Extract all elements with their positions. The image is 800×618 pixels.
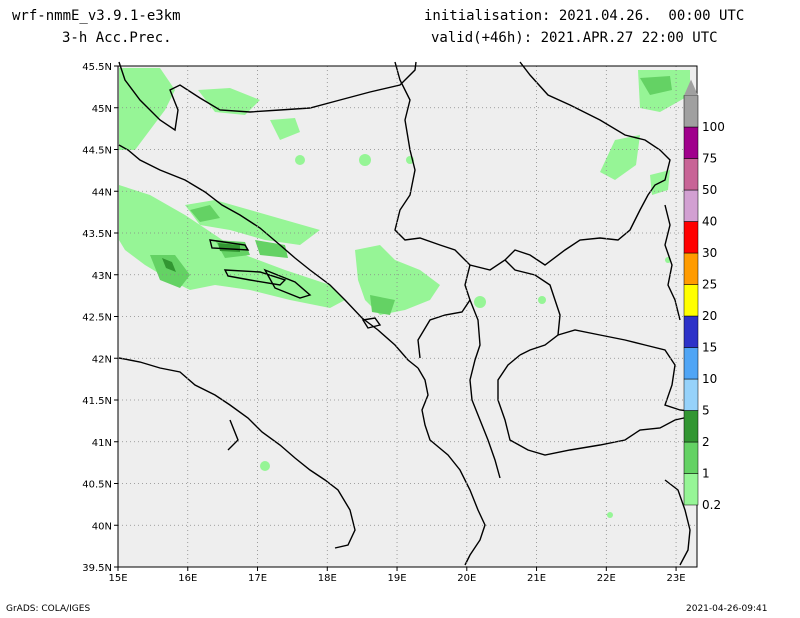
lat-tick-label: 39.5N: [82, 563, 112, 574]
colorbar-box: [683, 441, 699, 474]
lat-tick-label: 42N: [92, 354, 112, 365]
model-label: wrf-nmmE_v3.9.1-e3km: [12, 8, 181, 24]
lon-tick-label: 17E: [248, 573, 267, 584]
colorbar-box: [683, 378, 699, 411]
colorbar-box: [683, 126, 699, 159]
colorbar-label: 15: [702, 341, 717, 355]
colorbar-box: [683, 95, 699, 128]
lat-tick-label: 40N: [92, 521, 112, 532]
colorbar-box: [683, 410, 699, 443]
colorbar-box: [683, 252, 699, 285]
colorbar-label: 75: [702, 152, 717, 166]
lat-tick-label: 41.5N: [82, 396, 112, 407]
colorbar-box: [683, 158, 699, 191]
colorbar-box: [683, 221, 699, 254]
lon-tick-label: 21E: [527, 573, 546, 584]
footer-software: GrADS: COLA/IGES: [6, 604, 91, 614]
colorbar-label: 100: [702, 120, 725, 134]
colorbar-label: 40: [702, 215, 717, 229]
lon-tick-label: 16E: [178, 573, 197, 584]
colorbar-label: 1: [702, 467, 710, 481]
lat-axis: 45.5N 45N 44.5N 44N 43.5N 43N 42.5N 42N 41.5N 41N…: [82, 62, 118, 574]
valid-time-label: valid(+46h): 2021.APR.27 22:00 UTC: [431, 30, 718, 46]
field-label: 3-h Acc.Prec.: [62, 30, 172, 46]
colorbar-label: 10: [702, 372, 717, 386]
lon-tick-label: 19E: [388, 573, 407, 584]
lon-tick-label: 20E: [457, 573, 476, 584]
lat-tick-label: 45N: [92, 104, 112, 115]
lat-tick-label: 41N: [92, 438, 112, 449]
lon-axis: 15E 16E 17E 18E 19E 20E 21E 22E 23E: [108, 567, 686, 584]
lon-tick-label: 23E: [667, 573, 686, 584]
colorbar-box: [683, 189, 699, 222]
colorbar-label: 50: [702, 183, 717, 197]
colorbar-box: [683, 284, 699, 317]
gridlines: [118, 66, 697, 567]
colorbar-box: [683, 347, 699, 380]
footer-timestamp: 2021-04-26-09:41: [686, 604, 768, 614]
lat-tick-label: 43N: [92, 271, 112, 282]
lat-tick-label: 40.5N: [82, 480, 112, 491]
coastlines-borders: [118, 61, 698, 566]
colorbar-label: 30: [702, 246, 717, 260]
lat-tick-label: 43.5N: [82, 229, 112, 240]
init-time-label: initialisation: 2021.04.26. 00:00 UTC: [424, 8, 745, 24]
lat-tick-label: 44N: [92, 187, 112, 198]
lat-tick-label: 45.5N: [82, 62, 112, 73]
colorbar-label: 2: [702, 435, 710, 449]
colorbar-label: 5: [702, 404, 710, 418]
colorbar-arrow: [684, 79, 698, 96]
colorbar-label: 25: [702, 278, 717, 292]
colorbar-box: [683, 315, 699, 348]
lon-tick-label: 22E: [597, 573, 616, 584]
colorbar-label: 0.2: [702, 498, 721, 512]
colorbar-box: [683, 473, 699, 506]
lat-tick-label: 44.5N: [82, 146, 112, 157]
lon-tick-label: 15E: [108, 573, 127, 584]
colorbar-label: 20: [702, 309, 717, 323]
lon-tick-label: 18E: [318, 573, 337, 584]
lat-tick-label: 42.5N: [82, 313, 112, 324]
